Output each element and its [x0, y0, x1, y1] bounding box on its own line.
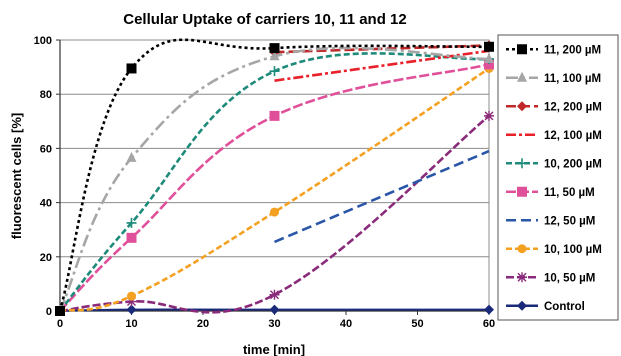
legend-label: Control	[544, 301, 585, 313]
plot-background	[60, 40, 489, 311]
legend-item-10-100-um: 10, 100 µM	[506, 244, 602, 256]
x-tick-label: 30	[268, 318, 280, 330]
legend-marker	[517, 101, 527, 112]
legend-label: 11, 200 µM	[544, 44, 601, 56]
series-12-50-um	[273, 149, 490, 244]
data-point	[55, 306, 65, 316]
data-point	[269, 110, 280, 121]
legend-label: 11, 50 µM	[544, 187, 595, 199]
y-tick-label: 100	[34, 35, 52, 47]
series-line	[59, 308, 489, 312]
series-line	[273, 149, 490, 244]
series-line	[58, 46, 490, 312]
data-point	[484, 304, 494, 315]
series-line	[59, 114, 490, 314]
y-tick-label: 40	[40, 198, 52, 210]
data-point	[269, 50, 280, 61]
x-tick-label: 10	[125, 318, 137, 330]
data-point	[269, 289, 280, 300]
legend: 11, 200 µM 11, 100 µM 12, 200 µM 12, 100 µM…	[497, 34, 619, 321]
data-point	[269, 43, 280, 54]
x-tick-label: 20	[197, 318, 209, 330]
y-tick-label: 20	[40, 252, 52, 264]
legend-label: 10, 200 µM	[544, 158, 602, 170]
data-point	[484, 59, 494, 70]
x-axis-label: time [min]	[243, 342, 305, 356]
series-line	[58, 52, 490, 312]
x-tick-label: 50	[411, 318, 423, 330]
data-point	[126, 217, 137, 228]
legend-label: 11, 100 µM	[544, 73, 601, 85]
plot-area: 0 20 40 60 80 100 0 10 20 30 40 50 60	[34, 35, 495, 330]
data-point	[126, 63, 137, 74]
legend-item-11-100-um: 11, 100 µM	[506, 71, 601, 85]
data-point	[484, 110, 494, 121]
data-point	[126, 296, 137, 307]
y-tick-label: 80	[40, 89, 52, 101]
y-tick-label: 0	[46, 306, 52, 318]
legend-box	[497, 34, 619, 321]
x-tick-label: 60	[483, 318, 495, 330]
data-point	[270, 207, 279, 217]
legend-marker	[517, 71, 527, 82]
legend-item-10-50-um: 10, 50 µM	[506, 272, 595, 284]
data-point	[269, 66, 280, 77]
legend-marker	[517, 272, 527, 283]
legend-item-12-100-um: 12, 100 µM	[506, 130, 602, 142]
legend-item-10-200-um: 10, 200 µM	[506, 158, 602, 170]
legend-label: 10, 50 µM	[544, 272, 595, 284]
legend-item-11-200-um: 11, 200 µM	[506, 44, 601, 56]
legend-marker	[517, 186, 527, 197]
series-line	[59, 63, 490, 312]
data-point	[484, 41, 494, 52]
series-11-200-um	[55, 38, 494, 316]
data-point	[126, 151, 137, 162]
legend-marker	[517, 244, 527, 254]
legend-marker	[517, 300, 527, 311]
legend-marker	[517, 158, 527, 169]
legend-label: 12, 50 µM	[544, 215, 595, 227]
data-point	[484, 52, 494, 63]
data-point	[269, 304, 280, 315]
x-tick-label: 40	[340, 318, 352, 330]
data-point	[126, 232, 137, 243]
legend-label: 10, 100 µM	[544, 244, 602, 256]
y-tick-label: 60	[40, 143, 52, 155]
series-line	[58, 38, 490, 312]
y-axis-label: fluorescent cells [%]	[9, 113, 24, 239]
data-point	[127, 291, 136, 301]
legend-marker	[517, 44, 527, 55]
series-12-100-um	[274, 49, 490, 82]
legend-label: 12, 200 µM	[544, 101, 602, 113]
x-tick-label: 0	[57, 318, 63, 330]
legend-item-control: Control	[506, 300, 585, 313]
legend-label: 12, 100 µM	[544, 130, 602, 142]
series-line	[274, 44, 490, 54]
legend-item-11-50-um: 11, 50 µM	[506, 186, 595, 199]
legend-item-12-50-um: 12, 50 µM	[506, 215, 595, 227]
chart-title: Cellular Uptake of carriers 10, 11 and 1…	[123, 11, 406, 28]
series-line	[274, 49, 490, 82]
data-point	[126, 304, 137, 315]
legend-item-12-200-um: 12, 200 µM	[506, 101, 602, 113]
